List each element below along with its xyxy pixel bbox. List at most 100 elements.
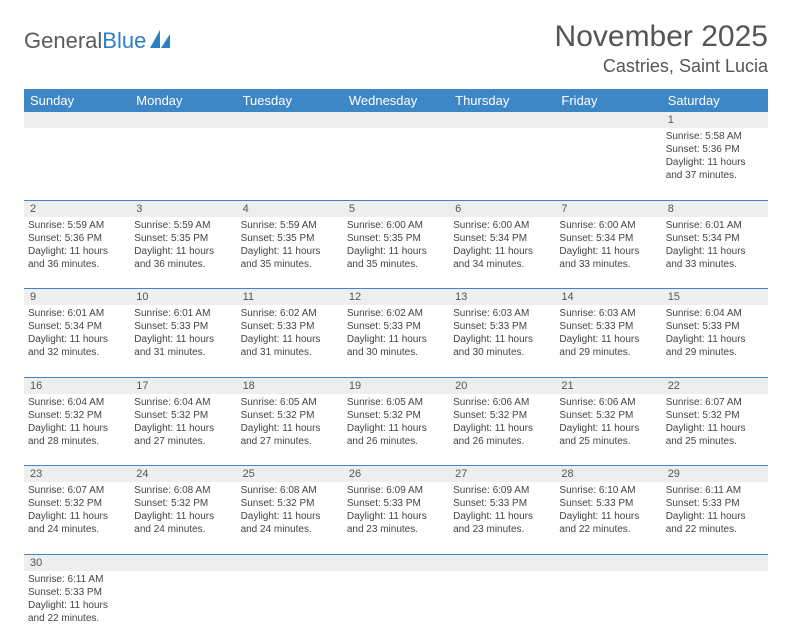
sunrise-text: Sunrise: 6:01 AM [28, 307, 126, 320]
sunrise-text: Sunrise: 5:58 AM [666, 130, 764, 143]
day1-text: Daylight: 11 hours [28, 422, 126, 435]
day-number [130, 554, 236, 571]
day1-text: Daylight: 11 hours [453, 510, 551, 523]
day-number-row: 16171819202122 [24, 377, 768, 394]
day-cell: Sunrise: 5:59 AMSunset: 5:35 PMDaylight:… [130, 217, 236, 289]
day2-text: and 29 minutes. [666, 346, 764, 359]
day2-text: and 28 minutes. [28, 435, 126, 448]
day2-text: and 27 minutes. [134, 435, 232, 448]
day-cell: Sunrise: 6:01 AMSunset: 5:34 PMDaylight:… [662, 217, 768, 289]
day1-text: Daylight: 11 hours [666, 333, 764, 346]
day-number-row: 9101112131415 [24, 289, 768, 306]
day-number: 7 [555, 200, 661, 217]
day-cell: Sunrise: 6:10 AMSunset: 5:33 PMDaylight:… [555, 482, 661, 554]
sunrise-text: Sunrise: 6:05 AM [241, 396, 339, 409]
day1-text: Daylight: 11 hours [134, 422, 232, 435]
day-header: Sunday [24, 89, 130, 112]
sail-icon [150, 28, 172, 54]
day-number [662, 554, 768, 571]
day-content-row: Sunrise: 5:58 AMSunset: 5:36 PMDaylight:… [24, 128, 768, 200]
day1-text: Daylight: 11 hours [559, 510, 657, 523]
sunrise-text: Sunrise: 6:01 AM [134, 307, 232, 320]
day-cell [449, 128, 555, 200]
day-number [237, 112, 343, 128]
day2-text: and 22 minutes. [559, 523, 657, 536]
sunrise-text: Sunrise: 6:09 AM [453, 484, 551, 497]
day1-text: Daylight: 11 hours [666, 422, 764, 435]
sunrise-text: Sunrise: 6:08 AM [241, 484, 339, 497]
sunset-text: Sunset: 5:34 PM [666, 232, 764, 245]
location: Castries, Saint Lucia [555, 56, 768, 77]
sunset-text: Sunset: 5:33 PM [666, 497, 764, 510]
day-number [24, 112, 130, 128]
day-number: 11 [237, 289, 343, 306]
day-number-row: 23242526272829 [24, 466, 768, 483]
sunset-text: Sunset: 5:33 PM [666, 320, 764, 333]
sunset-text: Sunset: 5:33 PM [28, 586, 126, 599]
day-cell: Sunrise: 6:05 AMSunset: 5:32 PMDaylight:… [237, 394, 343, 466]
day2-text: and 30 minutes. [347, 346, 445, 359]
sunset-text: Sunset: 5:33 PM [453, 497, 551, 510]
day1-text: Daylight: 11 hours [28, 333, 126, 346]
day2-text: and 37 minutes. [666, 169, 764, 182]
sunrise-text: Sunrise: 6:00 AM [453, 219, 551, 232]
day2-text: and 33 minutes. [666, 258, 764, 271]
day1-text: Daylight: 11 hours [347, 510, 445, 523]
day2-text: and 24 minutes. [28, 523, 126, 536]
day2-text: and 24 minutes. [241, 523, 339, 536]
sunrise-text: Sunrise: 6:09 AM [347, 484, 445, 497]
sunset-text: Sunset: 5:34 PM [453, 232, 551, 245]
day-cell [237, 128, 343, 200]
day-number: 24 [130, 466, 236, 483]
day-number: 26 [343, 466, 449, 483]
day-header: Monday [130, 89, 236, 112]
day-number: 28 [555, 466, 661, 483]
day2-text: and 36 minutes. [28, 258, 126, 271]
sunrise-text: Sunrise: 5:59 AM [28, 219, 126, 232]
day-cell [662, 571, 768, 643]
day-number: 25 [237, 466, 343, 483]
day-cell: Sunrise: 6:01 AMSunset: 5:33 PMDaylight:… [130, 305, 236, 377]
day-header: Tuesday [237, 89, 343, 112]
sunset-text: Sunset: 5:32 PM [28, 409, 126, 422]
day-cell: Sunrise: 6:07 AMSunset: 5:32 PMDaylight:… [662, 394, 768, 466]
day1-text: Daylight: 11 hours [347, 245, 445, 258]
day2-text: and 23 minutes. [347, 523, 445, 536]
sunrise-text: Sunrise: 6:06 AM [559, 396, 657, 409]
day1-text: Daylight: 11 hours [559, 333, 657, 346]
sunrise-text: Sunrise: 6:03 AM [453, 307, 551, 320]
day-number: 17 [130, 377, 236, 394]
day-cell [237, 571, 343, 643]
sunrise-text: Sunrise: 6:03 AM [559, 307, 657, 320]
day-cell: Sunrise: 6:02 AMSunset: 5:33 PMDaylight:… [343, 305, 449, 377]
sunrise-text: Sunrise: 6:00 AM [559, 219, 657, 232]
logo-text-1: General [24, 28, 102, 54]
day1-text: Daylight: 11 hours [134, 245, 232, 258]
day-cell: Sunrise: 5:59 AMSunset: 5:35 PMDaylight:… [237, 217, 343, 289]
day-number [555, 112, 661, 128]
day-header: Wednesday [343, 89, 449, 112]
sunset-text: Sunset: 5:32 PM [134, 497, 232, 510]
sunrise-text: Sunrise: 6:04 AM [666, 307, 764, 320]
day-number: 21 [555, 377, 661, 394]
day2-text: and 26 minutes. [453, 435, 551, 448]
day1-text: Daylight: 11 hours [28, 510, 126, 523]
day2-text: and 32 minutes. [28, 346, 126, 359]
sunset-text: Sunset: 5:32 PM [241, 497, 339, 510]
day-cell: Sunrise: 6:08 AMSunset: 5:32 PMDaylight:… [130, 482, 236, 554]
day1-text: Daylight: 11 hours [666, 245, 764, 258]
day-number-row: 30 [24, 554, 768, 571]
sunset-text: Sunset: 5:32 PM [666, 409, 764, 422]
sunset-text: Sunset: 5:32 PM [453, 409, 551, 422]
day-number: 10 [130, 289, 236, 306]
day1-text: Daylight: 11 hours [134, 510, 232, 523]
day1-text: Daylight: 11 hours [28, 599, 126, 612]
day-header-row: Sunday Monday Tuesday Wednesday Thursday… [24, 89, 768, 112]
day-cell [343, 128, 449, 200]
day-cell: Sunrise: 6:09 AMSunset: 5:33 PMDaylight:… [449, 482, 555, 554]
day-cell: Sunrise: 6:00 AMSunset: 5:34 PMDaylight:… [449, 217, 555, 289]
day-cell: Sunrise: 6:05 AMSunset: 5:32 PMDaylight:… [343, 394, 449, 466]
logo: GeneralBlue [24, 20, 172, 54]
day1-text: Daylight: 11 hours [666, 156, 764, 169]
day2-text: and 29 minutes. [559, 346, 657, 359]
